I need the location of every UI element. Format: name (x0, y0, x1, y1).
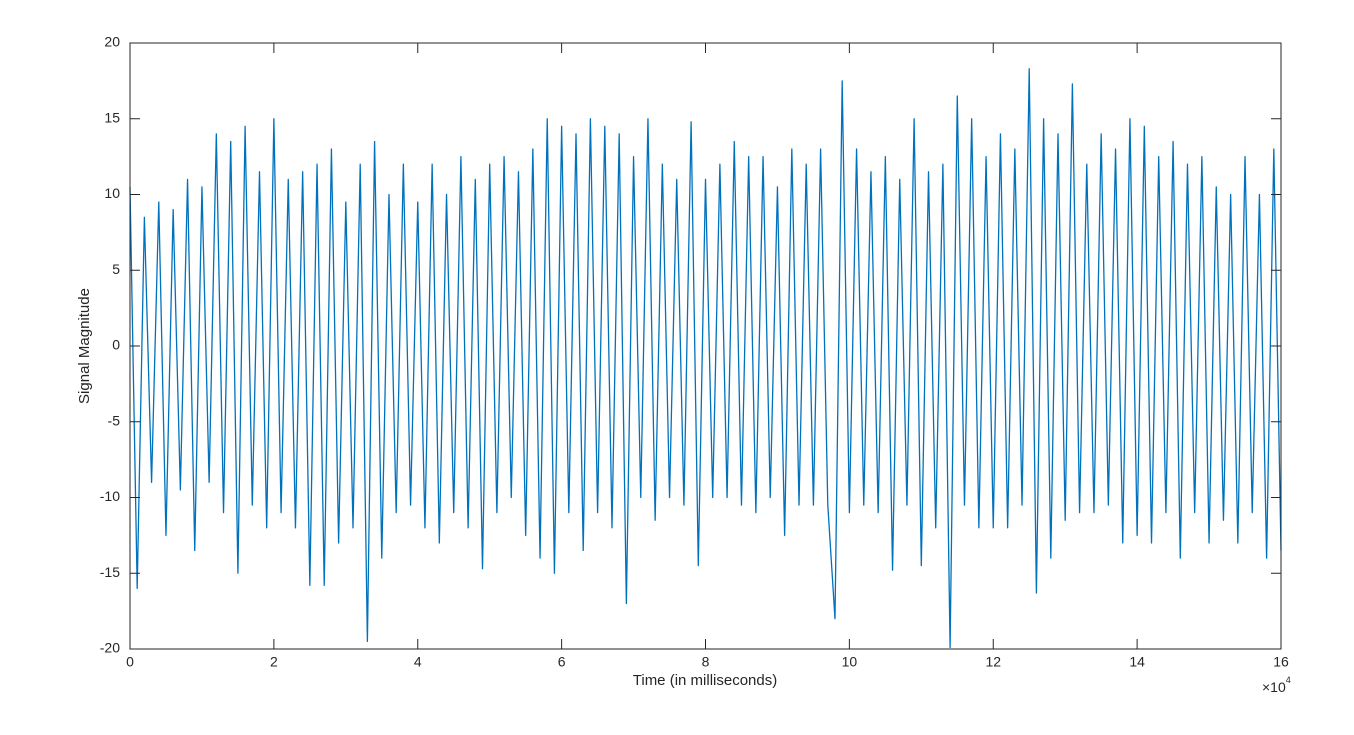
x-tick-label: 16 (1273, 654, 1289, 670)
y-tick-label: -20 (100, 640, 120, 656)
x-tick-label: 10 (842, 654, 858, 670)
plot-frame (129, 42, 1282, 650)
x-tick-label: 12 (985, 654, 1001, 670)
y-tick-label: 10 (104, 185, 120, 201)
x-tick-label: 2 (270, 654, 278, 670)
y-tick-label: 5 (112, 261, 120, 277)
x-tick-label: 0 (126, 654, 134, 670)
x-exponent: ×104 (1262, 675, 1291, 694)
x-tick-label: 4 (414, 654, 422, 670)
x-tick-label: 14 (1129, 654, 1145, 670)
x-tick-label: 6 (558, 654, 566, 670)
y-tick-label: -10 (100, 488, 120, 504)
x-tick-label: 8 (702, 654, 710, 670)
signal-line (129, 68, 1282, 649)
y-tick-label: -15 (100, 564, 120, 580)
y-tick-label: 15 (104, 109, 120, 125)
x-exponent-power: 4 (1286, 675, 1291, 685)
y-tick-label: 20 (104, 34, 120, 50)
y-axis-label: Signal Magnitude (76, 288, 93, 404)
y-tick-label: -5 (108, 412, 121, 428)
x-exponent-base: ×10 (1262, 679, 1286, 695)
y-tick-label: 0 (112, 337, 120, 353)
x-axis-label: Time (in milliseconds) (633, 672, 777, 689)
